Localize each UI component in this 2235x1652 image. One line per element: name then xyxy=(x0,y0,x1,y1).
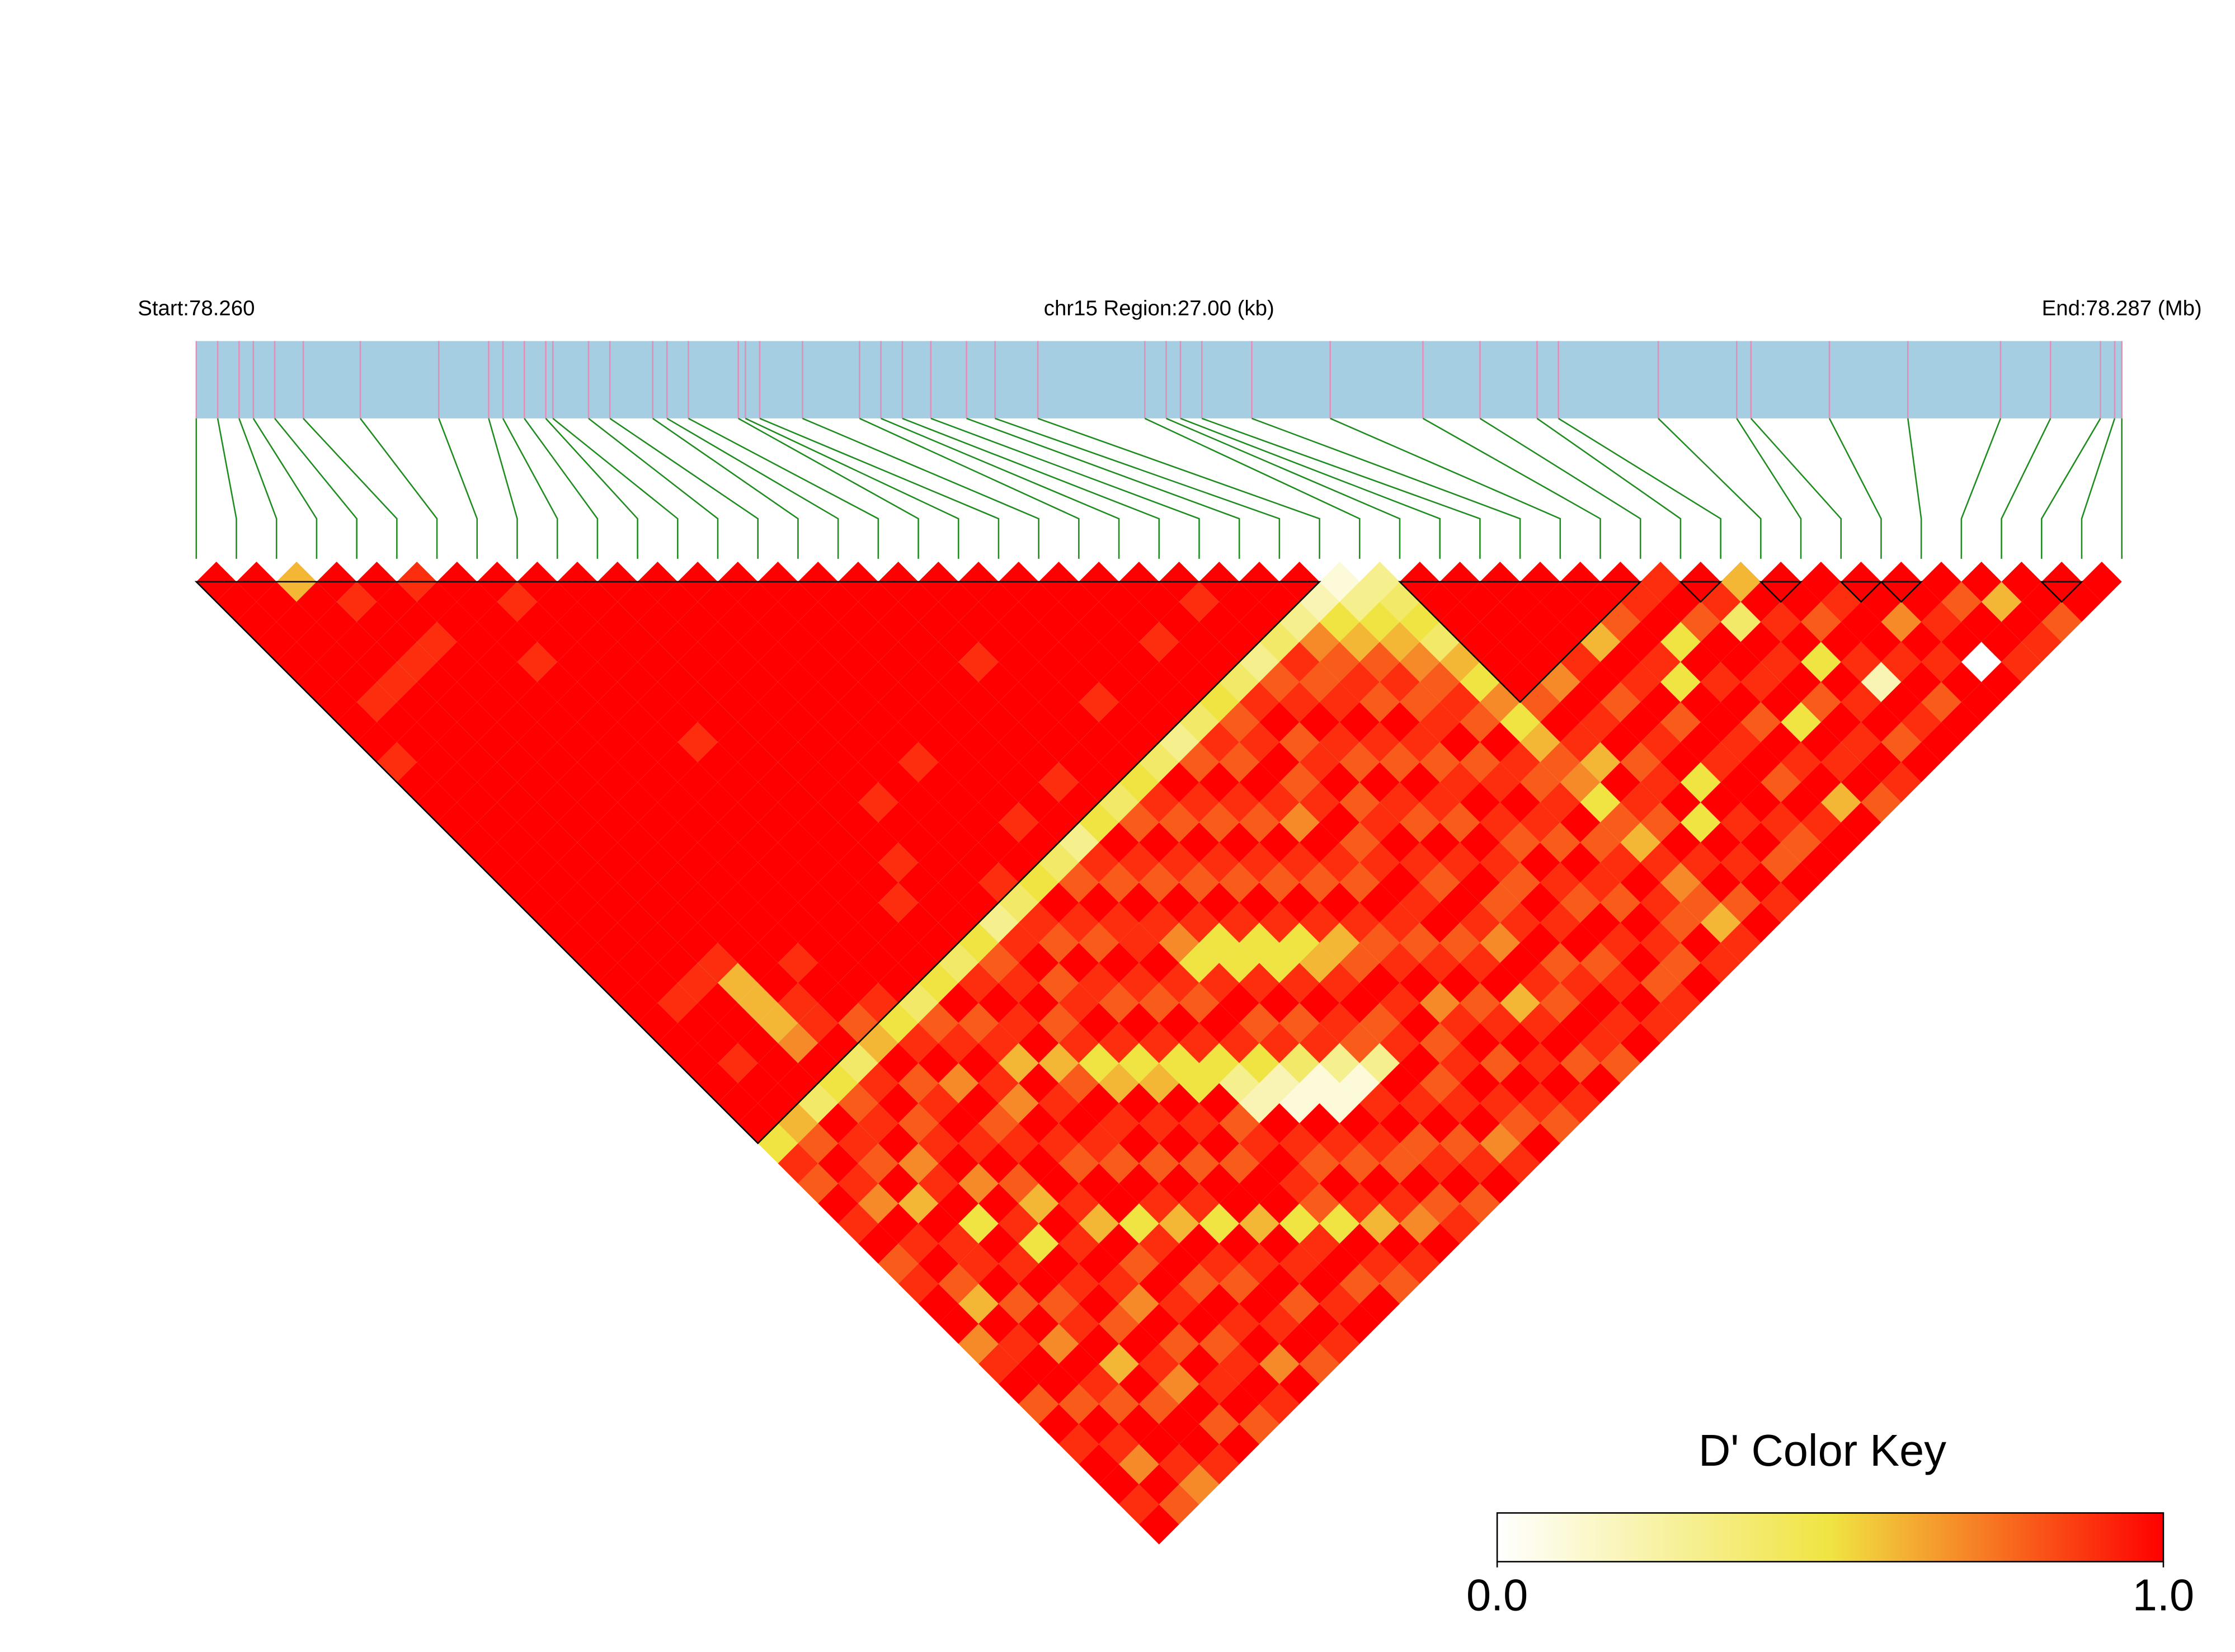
ld-cell xyxy=(1279,1244,1320,1284)
snp-connector xyxy=(859,417,1080,559)
snp-connector xyxy=(902,417,1160,559)
ld-cell xyxy=(1199,1444,1240,1485)
snp-connector xyxy=(2040,418,2101,559)
ld-block-outline xyxy=(1678,581,1723,603)
snp-connector xyxy=(1558,417,1721,559)
snp-connector xyxy=(238,418,277,559)
snp-connector xyxy=(274,418,357,559)
snp-connector xyxy=(1144,417,1361,559)
snp-connector xyxy=(502,418,558,559)
snp-connector xyxy=(2001,418,2052,559)
snp-connector xyxy=(1422,417,1601,559)
ld-block-outline xyxy=(2040,581,2084,603)
snp-connector xyxy=(1479,417,1641,559)
snp-connector xyxy=(1251,417,1521,559)
snp-connector xyxy=(552,417,679,559)
ld-cell xyxy=(1279,762,1320,803)
snp-connector xyxy=(1037,417,1320,559)
ld-cell xyxy=(1279,1163,1320,1204)
snp-connector xyxy=(1828,418,1882,559)
ld-cell xyxy=(1018,1383,1059,1424)
ld-cell xyxy=(1279,1083,1320,1123)
snp-connector xyxy=(1166,417,1401,559)
colorbar-title: D' Color Key xyxy=(1698,1425,1946,1475)
snp-connector xyxy=(1960,418,2002,559)
ld-cell xyxy=(1279,1324,1320,1364)
ld-cell xyxy=(1279,1043,1320,1084)
ld-block-outline xyxy=(194,581,1321,1145)
ld-cell xyxy=(1179,1383,1220,1424)
snp-connector xyxy=(759,417,1000,559)
snp-connector xyxy=(588,417,719,559)
snp-connector xyxy=(652,417,799,559)
snp-connector xyxy=(2081,418,2116,559)
snp-connector xyxy=(488,418,518,559)
ld-cell xyxy=(1279,682,1320,722)
snp-connector xyxy=(303,418,398,559)
end-label: End:78.287 (Mb) xyxy=(2042,296,2202,321)
ld-cell xyxy=(1279,842,1320,883)
ld-cell xyxy=(1279,642,1320,683)
ld-cell xyxy=(2041,601,2082,642)
ld-cell xyxy=(1279,1364,1320,1404)
ld-cell xyxy=(1279,802,1320,843)
colorbar xyxy=(1496,1512,2165,1562)
snp-connector xyxy=(217,418,237,559)
snp-connector xyxy=(524,418,599,559)
snp-connector xyxy=(360,418,438,559)
snp-connector xyxy=(252,418,318,559)
ld-block-outline xyxy=(1759,581,1803,603)
snp-connector xyxy=(1907,418,1922,559)
snp-connector xyxy=(1736,418,1802,559)
snp-connector xyxy=(1658,418,1762,559)
ld-block-outline xyxy=(1398,581,1643,703)
snp-connector xyxy=(545,418,638,559)
snp-connector xyxy=(966,417,1240,559)
region-label: chr15 Region:27.00 (kb) xyxy=(1044,296,1274,321)
ld-cell xyxy=(1058,1383,1099,1424)
ld-block-outline xyxy=(1879,581,1923,603)
snp-connector xyxy=(745,417,959,559)
snp-connector xyxy=(1536,417,1682,559)
ld-cell xyxy=(1279,1123,1320,1164)
ld-cell xyxy=(1259,1383,1300,1424)
colorbar-tick-label: 1.0 xyxy=(2133,1570,2194,1620)
snp-connector xyxy=(802,417,1039,559)
ld-cell xyxy=(1279,882,1320,923)
snp-connector xyxy=(688,417,879,559)
ld-cell xyxy=(1279,1283,1320,1324)
snp-connector xyxy=(1180,417,1441,559)
snp-connector xyxy=(666,417,839,559)
snp-connector xyxy=(995,417,1281,559)
ld-cell xyxy=(1138,1383,1179,1424)
snp-connector xyxy=(1750,418,1842,559)
ld-cell xyxy=(1099,1383,1139,1424)
snp-connector xyxy=(930,417,1200,559)
ld-cell xyxy=(1219,1383,1260,1424)
snp-connector xyxy=(1201,417,1481,559)
snp-connector xyxy=(881,417,1120,559)
snp-connector xyxy=(738,417,919,559)
ld-cell xyxy=(1279,923,1320,963)
start-label: Start:78.260 xyxy=(138,296,255,321)
ld-cell xyxy=(1279,963,1320,1003)
ld-cell xyxy=(1279,1003,1320,1043)
ld-cell xyxy=(1279,722,1320,763)
colorbar-tick-label: 0.0 xyxy=(1466,1570,1528,1620)
ld-block-outline xyxy=(1839,581,1883,603)
snp-connector xyxy=(609,417,759,559)
snp-connector xyxy=(438,418,478,559)
snp-connector xyxy=(1330,417,1561,559)
region-bar xyxy=(196,341,2122,418)
ld-cell xyxy=(1399,1244,1440,1284)
